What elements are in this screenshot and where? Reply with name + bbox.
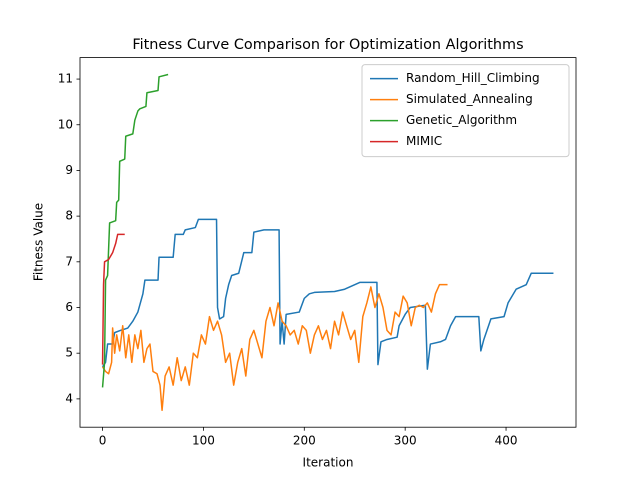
x-tick-label: 200: [293, 434, 316, 448]
y-tick-label: 8: [65, 209, 73, 223]
legend-label: Random_Hill_Climbing: [406, 71, 540, 85]
chart-title: Fitness Curve Comparison for Optimizatio…: [132, 37, 523, 53]
x-tick-label: 0: [99, 434, 107, 448]
legend-label: Genetic_Algorithm: [406, 113, 517, 127]
y-tick-label: 11: [58, 72, 73, 86]
legend-label: MIMIC: [406, 134, 442, 148]
y-tick-label: 6: [65, 300, 73, 314]
y-tick-label: 7: [65, 254, 73, 268]
x-tick-label: 300: [394, 434, 417, 448]
y-tick-label: 5: [65, 346, 73, 360]
x-tick-label: 400: [495, 434, 518, 448]
series-line: [101, 233, 125, 365]
y-tick-label: 9: [65, 163, 73, 177]
legend-label: Simulated_Annealing: [406, 92, 533, 106]
series-line: [101, 218, 554, 370]
x-axis-label: Iteration: [303, 456, 354, 470]
y-tick-label: 10: [58, 117, 73, 131]
plot-frame: [79, 57, 577, 428]
series-line: [101, 283, 448, 412]
y-tick-label: 4: [65, 391, 73, 405]
series-line: [101, 73, 169, 388]
x-tick-label: 100: [192, 434, 215, 448]
y-axis-label: Fitness Value: [32, 203, 46, 281]
legend-box: [361, 64, 570, 158]
